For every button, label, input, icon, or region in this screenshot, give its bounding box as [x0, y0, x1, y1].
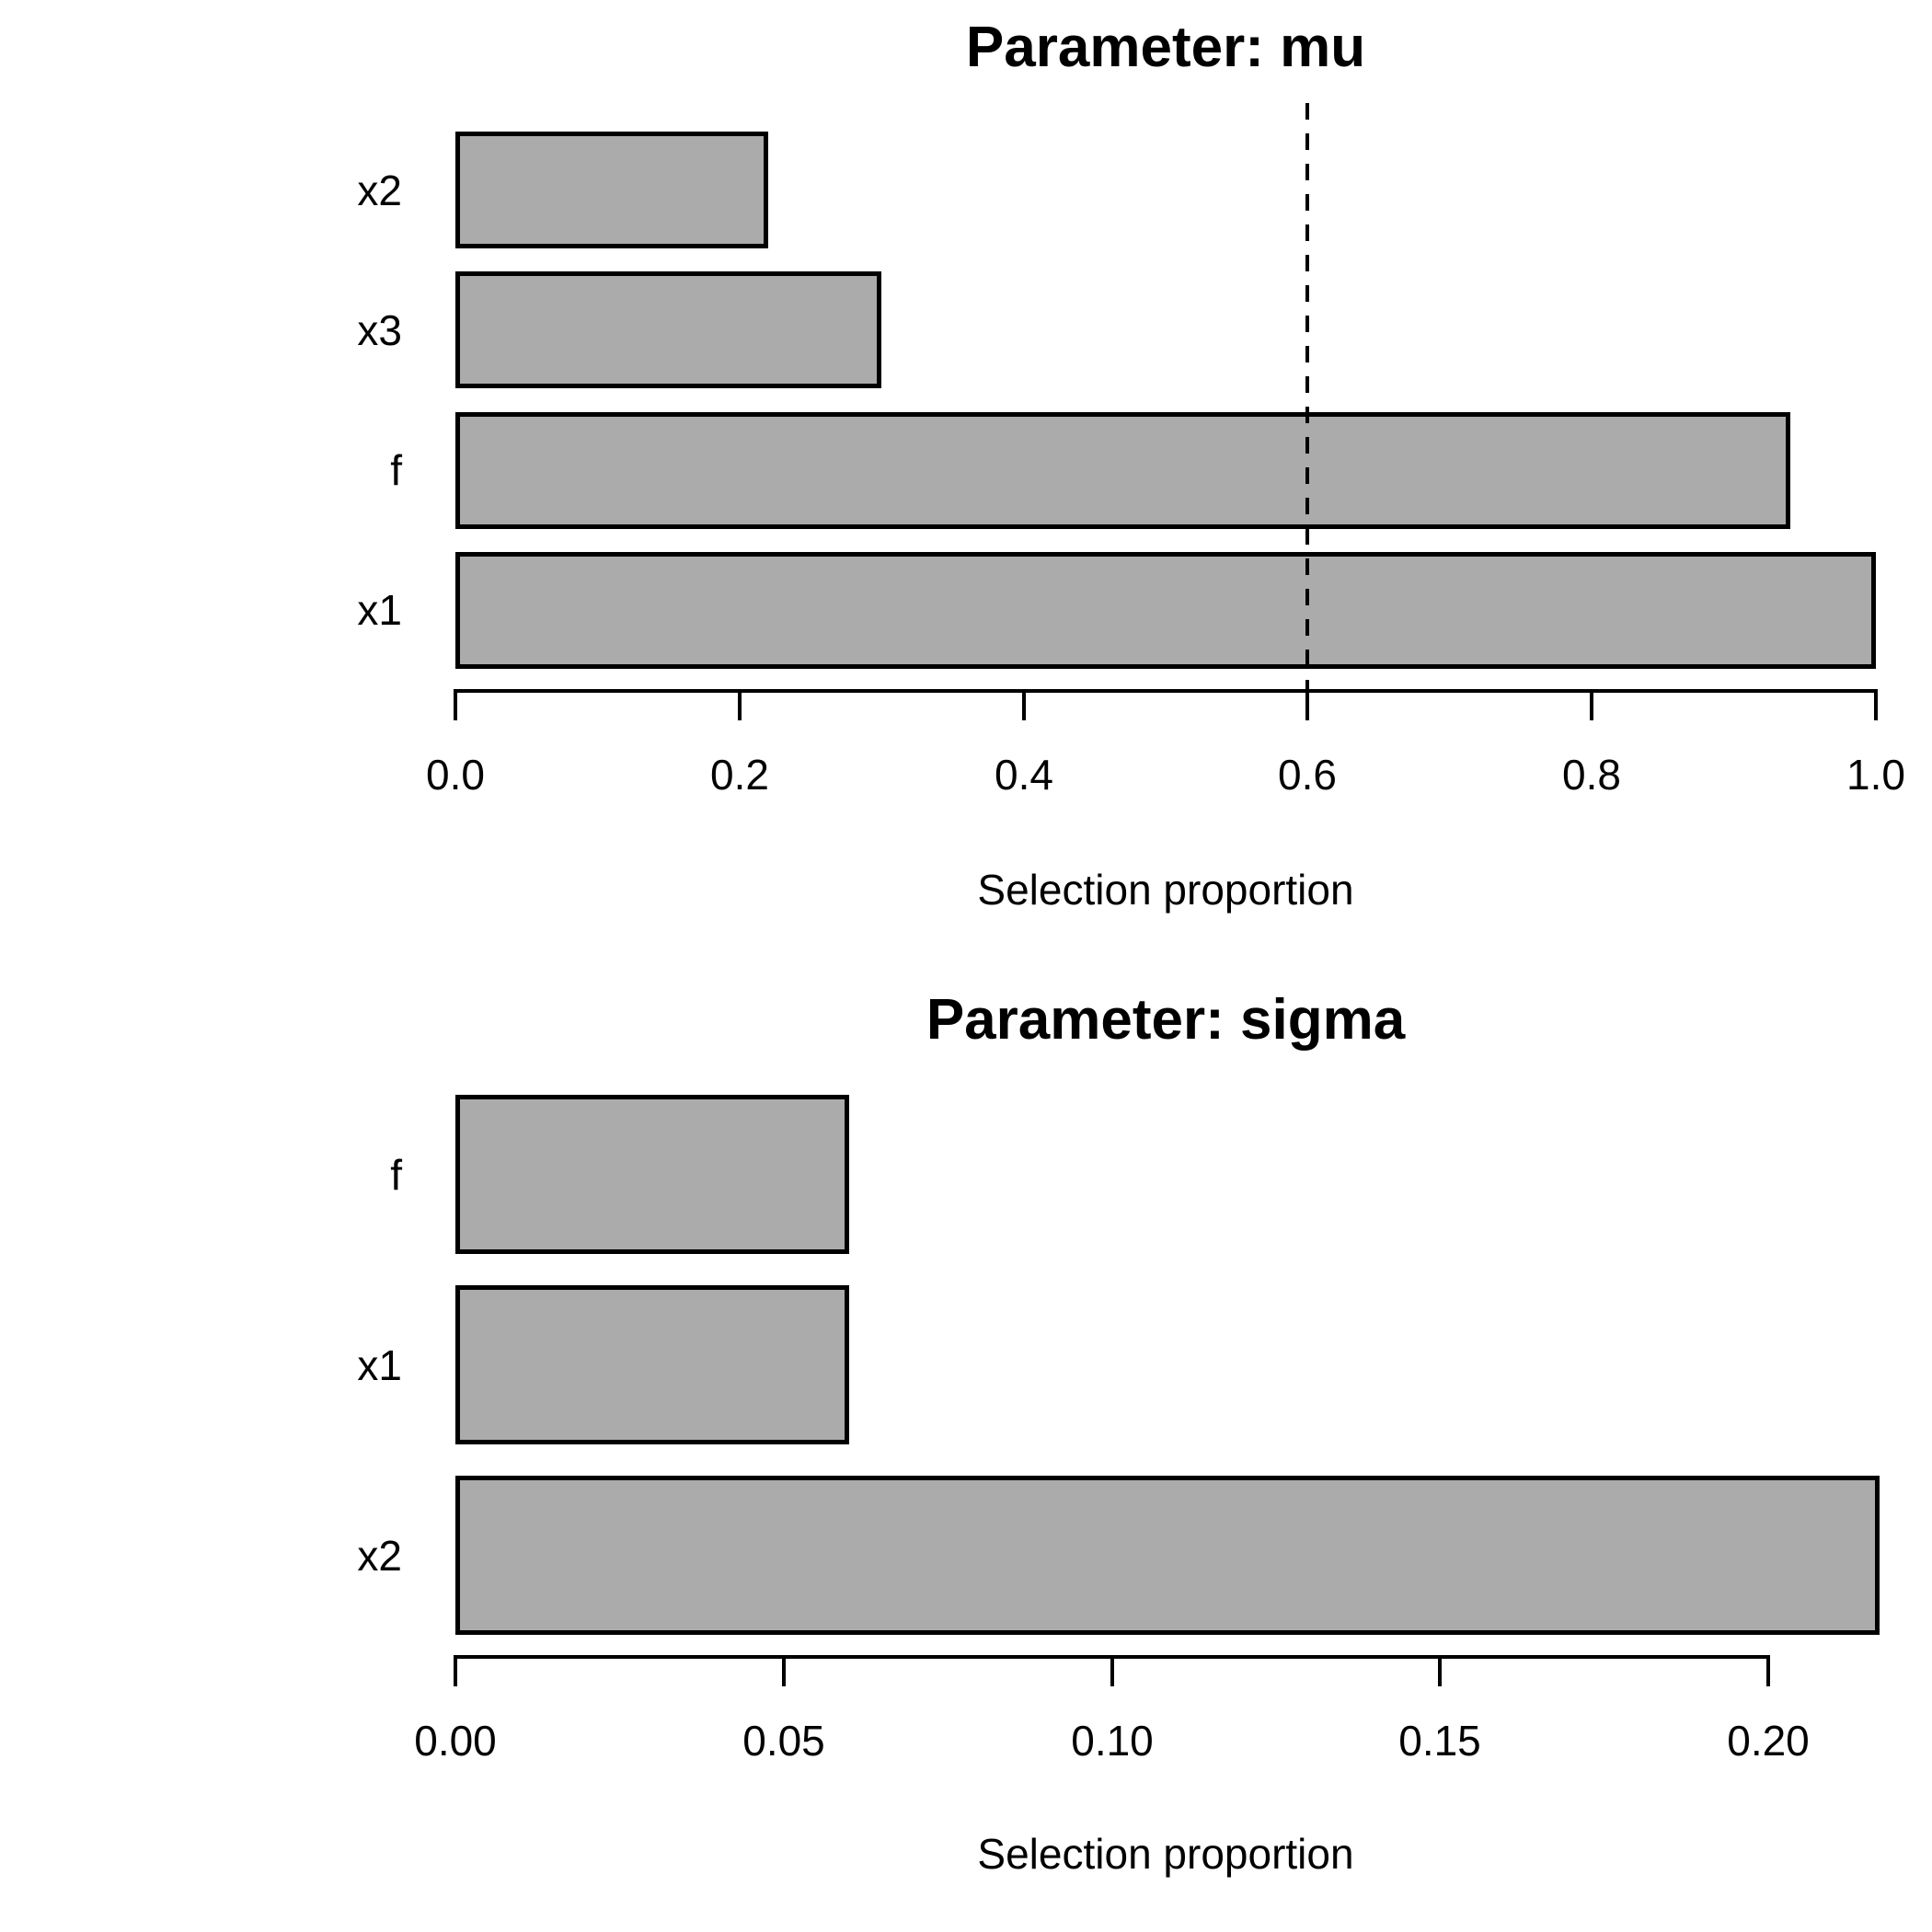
category-label-f: f: [390, 1151, 402, 1199]
x-axis-line: [454, 689, 1878, 693]
category-label-x2: x2: [357, 167, 402, 214]
category-label-x1: x1: [357, 586, 402, 634]
bar-x3: [455, 271, 881, 389]
x-axis-tick-label-0.4: 0.4: [995, 751, 1053, 799]
x-axis-tick-label-0.10: 0.10: [1071, 1717, 1154, 1765]
category-label-x3: x3: [357, 306, 402, 354]
threshold-dashed-line: [1305, 103, 1309, 696]
x-axis-tick-0.00: [454, 1655, 457, 1686]
bar-x2: [455, 1476, 1880, 1635]
chart-sigma-x-axis-label: Selection proportion: [977, 1830, 1354, 1878]
chart-sigma-title: Parameter: sigma: [926, 988, 1406, 1052]
chart-mu-x-axis-label: Selection proportion: [977, 866, 1354, 914]
chart-mu-title: Parameter: mu: [965, 16, 1366, 79]
bar-x2: [455, 132, 768, 248]
x-axis-tick-label-1.0: 1.0: [1846, 751, 1905, 799]
x-axis-tick-0.8: [1590, 689, 1593, 720]
x-axis-tick-label-0.05: 0.05: [742, 1717, 825, 1765]
bar-f: [455, 1095, 849, 1254]
x-axis-tick-0.20: [1766, 1655, 1770, 1686]
x-axis-tick-label-0.0: 0.0: [426, 751, 485, 799]
x-axis-tick-label-0.8: 0.8: [1562, 751, 1621, 799]
x-axis-tick-1.0: [1874, 689, 1878, 720]
x-axis-tick-0.15: [1438, 1655, 1442, 1686]
x-axis-tick-0.6: [1305, 689, 1309, 720]
category-label-x1: x1: [357, 1341, 402, 1389]
bar-x1: [455, 551, 1876, 669]
bar-x1: [455, 1285, 849, 1444]
bar-f: [455, 411, 1790, 529]
x-axis-tick-0.2: [738, 689, 742, 720]
x-axis-tick-label-0.2: 0.2: [710, 751, 769, 799]
x-axis-tick-label-0.20: 0.20: [1727, 1717, 1810, 1765]
category-label-x2: x2: [357, 1532, 402, 1580]
x-axis-tick-0.10: [1110, 1655, 1114, 1686]
x-axis-tick-0.0: [454, 689, 457, 720]
x-axis-tick-label-0.00: 0.00: [414, 1717, 497, 1765]
x-axis-tick-label-0.6: 0.6: [1278, 751, 1337, 799]
x-axis-tick-0.4: [1022, 689, 1026, 720]
category-label-f: f: [390, 446, 402, 494]
x-axis-tick-0.05: [782, 1655, 786, 1686]
x-axis-tick-label-0.15: 0.15: [1398, 1717, 1481, 1765]
